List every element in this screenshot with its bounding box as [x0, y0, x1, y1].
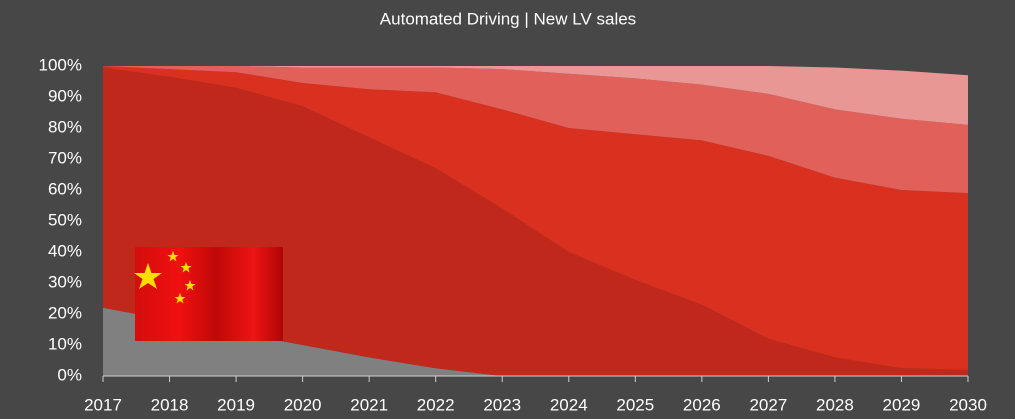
y-tick-label: 100% — [39, 55, 82, 74]
y-tick-label: 30% — [48, 272, 82, 291]
y-tick-label: 10% — [48, 334, 82, 353]
x-tick-label: 2020 — [284, 395, 322, 414]
x-tick-label: 2030 — [949, 395, 987, 414]
y-tick-label: 20% — [48, 303, 82, 322]
page: Automated Driving | New LV sales 0% 10% 20… — [0, 0, 1015, 419]
y-tick-label: 90% — [48, 86, 82, 105]
x-tick-label: 2024 — [550, 395, 588, 414]
chart-title: Automated Driving | New LV sales — [380, 9, 636, 28]
x-tick-label: 2017 — [84, 395, 122, 414]
x-tick-label: 2025 — [616, 395, 654, 414]
x-tick-label: 2021 — [350, 395, 388, 414]
flag-image — [134, 247, 283, 341]
y-tick-label: 50% — [48, 210, 82, 229]
chart: Automated Driving | New LV sales 0% 10% 20… — [0, 0, 1015, 419]
x-tick-label: 2027 — [749, 395, 787, 414]
x-tick-label: 2026 — [683, 395, 721, 414]
y-tick-label: 0% — [57, 365, 82, 384]
x-tick-label: 2028 — [816, 395, 854, 414]
x-tick-label: 2018 — [151, 395, 189, 414]
x-tick-label: 2029 — [883, 395, 921, 414]
y-tick-label: 40% — [48, 241, 82, 260]
x-tick-label: 2019 — [217, 395, 255, 414]
x-tick-label: 2023 — [483, 395, 521, 414]
x-tick-label: 2022 — [417, 395, 455, 414]
y-tick-label: 70% — [48, 148, 82, 167]
y-tick-label: 60% — [48, 179, 82, 198]
y-tick-label: 80% — [48, 117, 82, 136]
